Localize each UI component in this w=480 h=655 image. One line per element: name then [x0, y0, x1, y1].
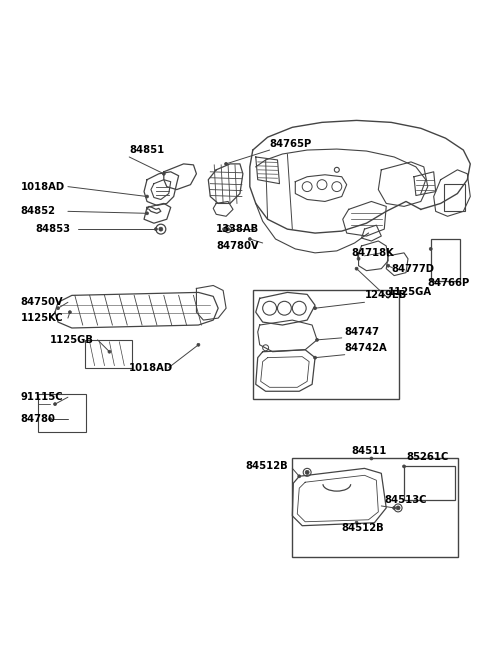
- Bar: [444, 183, 465, 212]
- Text: 84765P: 84765P: [270, 139, 312, 149]
- Circle shape: [355, 521, 358, 524]
- Circle shape: [159, 227, 163, 231]
- Circle shape: [429, 248, 432, 250]
- Text: 1018AD: 1018AD: [129, 362, 173, 373]
- Text: 84512B: 84512B: [342, 523, 384, 533]
- Circle shape: [48, 417, 52, 421]
- Circle shape: [298, 475, 301, 477]
- Text: 91115C: 91115C: [21, 392, 63, 402]
- Circle shape: [396, 506, 400, 510]
- Bar: [38, 394, 86, 432]
- Circle shape: [248, 238, 252, 240]
- Text: 84750V: 84750V: [21, 297, 63, 307]
- Circle shape: [357, 257, 360, 260]
- Bar: [292, 458, 458, 557]
- Circle shape: [54, 403, 57, 405]
- Text: 1125KC: 1125KC: [21, 313, 63, 323]
- Text: 1249EB: 1249EB: [364, 290, 407, 301]
- Text: 84512B: 84512B: [246, 461, 288, 472]
- Circle shape: [225, 162, 228, 165]
- Text: 84853: 84853: [36, 224, 70, 234]
- Bar: [431, 239, 460, 280]
- Circle shape: [305, 470, 309, 474]
- Text: 84852: 84852: [21, 206, 56, 216]
- Text: 84718K: 84718K: [352, 248, 395, 258]
- Circle shape: [197, 343, 200, 346]
- Circle shape: [313, 307, 316, 310]
- Circle shape: [370, 457, 373, 460]
- Text: 84780: 84780: [21, 414, 55, 424]
- Circle shape: [69, 310, 72, 314]
- Text: 1018AD: 1018AD: [21, 181, 65, 192]
- Text: 84766P: 84766P: [428, 278, 470, 288]
- Circle shape: [57, 307, 60, 310]
- Text: 1125GA: 1125GA: [388, 288, 432, 297]
- Bar: [85, 340, 132, 367]
- Circle shape: [162, 172, 165, 176]
- Circle shape: [315, 339, 319, 341]
- Circle shape: [403, 465, 406, 468]
- Bar: [253, 290, 399, 399]
- Text: 84780V: 84780V: [216, 241, 259, 251]
- Circle shape: [393, 506, 396, 510]
- Text: 1338AB: 1338AB: [216, 224, 259, 234]
- Circle shape: [155, 228, 157, 231]
- Text: 84747: 84747: [345, 327, 380, 337]
- Circle shape: [223, 228, 226, 231]
- Circle shape: [227, 228, 229, 231]
- Bar: [404, 466, 456, 500]
- Circle shape: [387, 264, 390, 267]
- Text: 84511: 84511: [352, 445, 387, 456]
- Circle shape: [145, 212, 148, 215]
- Circle shape: [355, 267, 358, 270]
- Text: 84513C: 84513C: [384, 495, 427, 505]
- Circle shape: [108, 350, 111, 353]
- Text: 84777D: 84777D: [391, 264, 434, 274]
- Circle shape: [145, 195, 148, 198]
- Circle shape: [313, 356, 316, 359]
- Text: 84742A: 84742A: [345, 343, 387, 353]
- Text: 1125GB: 1125GB: [50, 335, 94, 345]
- Text: 85261C: 85261C: [406, 451, 448, 462]
- Text: 84851: 84851: [129, 145, 165, 155]
